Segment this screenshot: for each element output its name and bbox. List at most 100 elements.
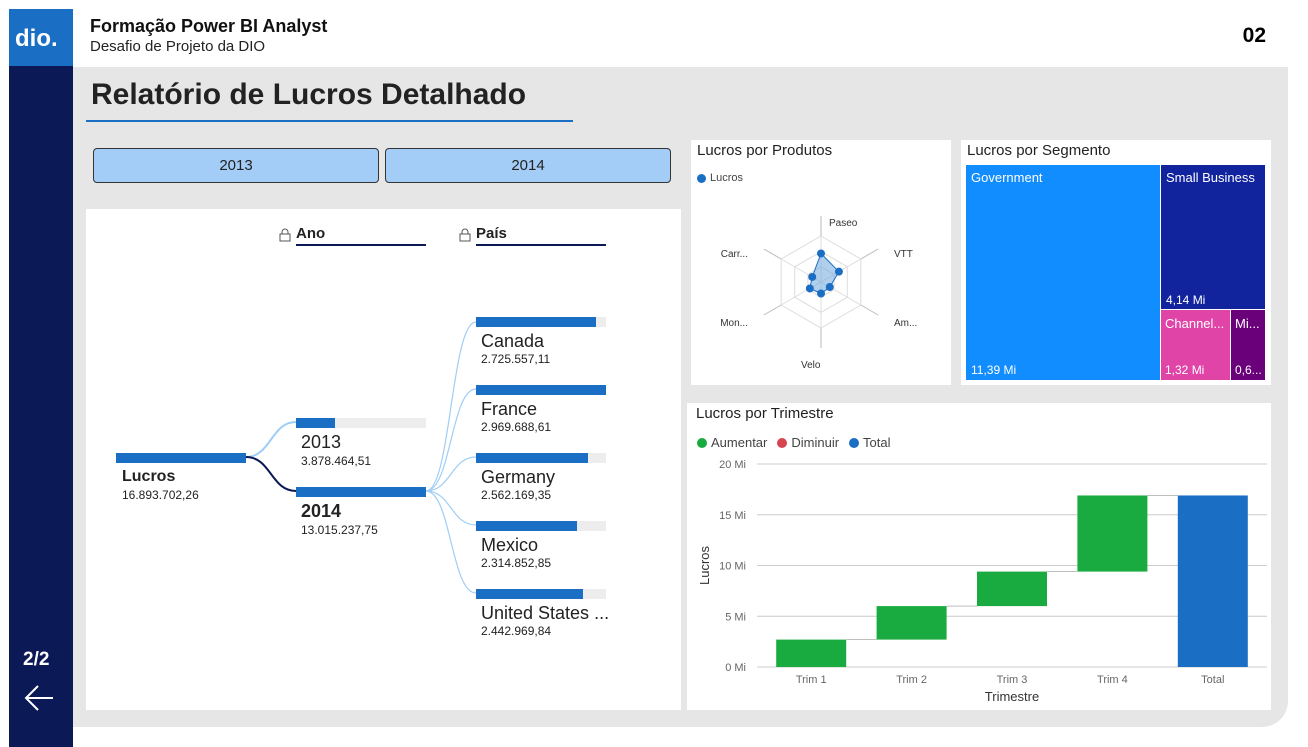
year-label: 2014 <box>301 501 342 521</box>
radar-axis-label: Carr... <box>721 249 748 260</box>
year-value: 3.878.464,51 <box>301 454 372 468</box>
x-axis-title: Trimestre <box>985 689 1039 704</box>
country-value: 2.969.688,61 <box>481 420 552 434</box>
year-label: 2013 <box>301 432 342 452</box>
level-underline <box>476 244 606 246</box>
tile-value: 1,32 Mi <box>1165 363 1205 377</box>
radar-panel: Lucros por Produtos Lucros Paseo VTT Am...… <box>691 140 951 385</box>
level-underline <box>296 244 426 246</box>
year-value: 13.015.237,75 <box>301 523 378 537</box>
radar-chart[interactable]: Paseo VTT Am... Velo Mon... Carr... <box>691 140 951 385</box>
radar-point[interactable] <box>817 289 825 298</box>
sidebar: 2/2 <box>9 66 73 747</box>
y-tick-label: 5 Mi <box>725 611 746 623</box>
y-tick-label: 15 Mi <box>719 510 746 522</box>
increase-bar[interactable] <box>1077 495 1148 572</box>
country-value: 2.314.852,85 <box>481 556 552 570</box>
radar-axis-label: Paseo <box>829 218 858 229</box>
radar-point[interactable] <box>834 267 843 276</box>
y-tick-label: 20 Mi <box>719 459 746 471</box>
country-value: 2.562.169,35 <box>481 488 552 502</box>
country-label: Mexico <box>481 535 539 555</box>
waterfall-panel: Lucros por Trimestre Aumentar Diminuir T… <box>687 403 1271 710</box>
treemap-tile-mid-market[interactable]: Mi... 0,6... <box>1231 310 1265 380</box>
year-bar[interactable] <box>296 418 426 428</box>
logo-text: dio. <box>15 25 58 51</box>
legend-label: Diminuir <box>791 435 840 450</box>
lock-icon <box>459 228 471 247</box>
treemap-panel: Lucros por Segmento Government 11,39 Mi … <box>961 140 1271 385</box>
country-bar[interactable] <box>476 385 606 395</box>
radar-legend-label: Lucros <box>710 172 744 184</box>
treemap-tile-small-business[interactable]: Small Business 4,14 Mi <box>1161 165 1265 309</box>
radar-point[interactable] <box>817 249 825 258</box>
radar-leader <box>763 304 782 316</box>
country-label: Germany <box>481 467 556 487</box>
x-tick-label: Trim 2 <box>896 674 927 686</box>
decomposition-tree-panel: Ano País Lucros 16.893.702,26 2013 3.878… <box>86 209 681 710</box>
country-bar[interactable] <box>476 453 606 463</box>
level-header-ano[interactable]: Ano <box>296 225 326 242</box>
legend-dot-total <box>849 437 860 448</box>
page-number: 02 <box>1242 24 1266 47</box>
legend-label: Total <box>863 435 891 450</box>
legend-dot-diminuir <box>777 437 788 448</box>
tile-label: Mi... <box>1235 316 1260 331</box>
waterfall-legend: Aumentar Diminuir Total <box>697 435 891 450</box>
country-label: United States ... <box>481 603 610 623</box>
radar-axis-label: Velo <box>801 360 821 371</box>
level-header-pais[interactable]: País <box>476 225 507 242</box>
radar-point[interactable] <box>805 284 814 293</box>
x-tick-label: Trim 1 <box>796 674 827 686</box>
legend-dot-aumentar <box>697 437 707 448</box>
radar-point[interactable] <box>808 272 817 281</box>
x-tick-label: Total <box>1201 674 1224 686</box>
legend-label: Aumentar <box>711 435 768 450</box>
waterfall-title: Lucros por Trimestre <box>696 405 834 422</box>
radar-leader <box>763 248 782 260</box>
page-title: Relatório de Lucros Detalhado <box>91 78 527 111</box>
legend-dot <box>697 173 706 183</box>
tile-label: Government <box>971 170 1043 185</box>
x-tick-label: Trim 3 <box>997 674 1028 686</box>
country-value: 2.725.557,11 <box>481 352 551 366</box>
increase-bar[interactable] <box>876 606 947 640</box>
year-bar[interactable] <box>296 487 426 497</box>
tile-label: Small Business <box>1166 170 1255 185</box>
tile-value: 0,6... <box>1235 363 1262 377</box>
country-bar[interactable] <box>476 317 606 327</box>
tree-connectors <box>245 321 477 594</box>
country-label: France <box>481 399 538 419</box>
year-button-2013[interactable]: 2013 <box>93 148 379 183</box>
y-axis-title: Lucros <box>697 545 712 585</box>
country-value: 2.442.969,84 <box>481 624 552 638</box>
tile-label: Channel... <box>1165 316 1225 331</box>
lock-icon <box>279 228 291 247</box>
tile-value: 4,14 Mi <box>1166 293 1206 307</box>
increase-bar[interactable] <box>776 639 847 667</box>
waterfall-chart[interactable]: 0 Mi 5 Mi 10 Mi 15 Mi 20 Mi Trim 1 Trim 2 Trim … <box>687 403 1271 710</box>
title-underline <box>86 120 573 122</box>
radar-point[interactable] <box>825 283 834 292</box>
page-indicator: 2/2 <box>23 649 50 670</box>
x-tick-label: Trim 4 <box>1097 674 1128 686</box>
total-bar[interactable] <box>1177 495 1248 667</box>
country-bar[interactable] <box>476 589 606 599</box>
arrow-left-icon[interactable] <box>23 683 55 718</box>
radar-legend: Lucros <box>697 172 743 184</box>
increase-bar[interactable] <box>977 571 1047 607</box>
root-label: Lucros <box>122 468 176 485</box>
country-bar[interactable] <box>476 521 606 531</box>
y-tick-label: 0 Mi <box>725 662 746 674</box>
country-label: Canada <box>481 331 545 351</box>
radar-axis-label: Mon... <box>720 318 748 329</box>
root-bar[interactable] <box>116 453 246 463</box>
treemap-tile-channel[interactable]: Channel... 1,32 Mi <box>1161 310 1230 380</box>
radar-axis-label: VTT <box>894 249 913 260</box>
year-button-2014[interactable]: 2014 <box>385 148 671 183</box>
radar-axis-label: Am... <box>894 318 917 329</box>
radar-title: Lucros por Produtos <box>697 142 833 159</box>
app-subtitle: Desafio de Projeto da DIO <box>90 38 266 55</box>
app-title: Formação Power BI Analyst <box>90 16 328 36</box>
treemap-tile-government[interactable]: Government 11,39 Mi <box>966 165 1160 380</box>
